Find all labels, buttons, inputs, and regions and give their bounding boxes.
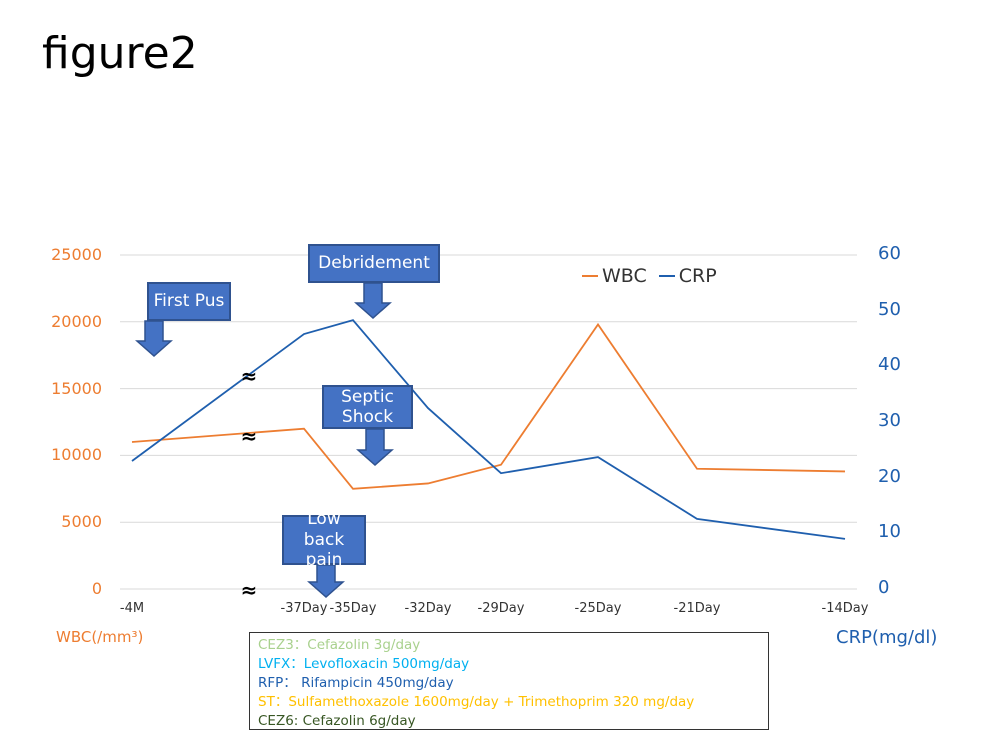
y-tick-left: 0 xyxy=(91,579,102,598)
y-tick-right: 60 xyxy=(878,243,901,264)
x-tick: -32Day xyxy=(404,601,452,616)
axis-break-icon: ≈ xyxy=(240,364,258,388)
y-tick-right: 10 xyxy=(878,521,901,543)
y-tick-right: 20 xyxy=(878,465,901,487)
bar-lvfx-rfp: LVFX + RFP xyxy=(441,173,816,236)
bar-label: CEZ6 + RFP xyxy=(831,187,886,222)
axis-break-icon: ≈ xyxy=(240,578,258,602)
bar-st: ST xyxy=(638,144,901,173)
drug-legend-item: RFP： Rifampicin 450mg/day xyxy=(258,675,454,691)
y-tick-right: 30 xyxy=(878,410,901,431)
callout-label: Low back pain xyxy=(303,509,345,571)
bar-label: CEZ3 xyxy=(172,194,219,215)
series-line-crp xyxy=(131,319,846,540)
y-tick-left: 25000 xyxy=(51,245,102,264)
y-axis-right-label: CRP(mg/dl) xyxy=(836,627,938,648)
y-tick-left: 5000 xyxy=(61,512,102,532)
x-tick: -21Day xyxy=(673,601,721,616)
y-tick-right: 50 xyxy=(878,298,901,320)
callout-label: Debridement xyxy=(318,253,430,274)
bar-label: ST xyxy=(759,148,780,168)
legend-swatch-wbc xyxy=(582,275,598,277)
drug-legend-item: ST：Sulfamethoxazole 1600mg/day + Trimeth… xyxy=(258,694,695,710)
bar-cez6-rfp: CEZ6 + RFP xyxy=(816,173,901,236)
callout-low-back-pain: Low back pain xyxy=(282,509,366,570)
legend-label-wbc: WBC xyxy=(602,265,647,287)
y-tick-left: 15000 xyxy=(51,378,102,398)
bar-label: LVFX + RFP xyxy=(588,196,669,213)
legend: WBC CRP xyxy=(582,265,717,287)
bar-cez3-1: CEZ3 xyxy=(143,173,248,236)
callout-debridement: Debridement xyxy=(308,244,440,283)
drug-legend-item: LVFX：Levofloxacin 500mg/day xyxy=(258,656,470,672)
x-tick: -14Day xyxy=(821,601,869,616)
x-tick: -37Day xyxy=(280,601,328,616)
x-tick: -35Day xyxy=(329,601,377,616)
arrow-down-icon xyxy=(354,282,392,320)
callout-first-pus: First Pus xyxy=(147,282,231,321)
arrow-down-icon xyxy=(135,320,173,358)
y-tick-left: 20000 xyxy=(51,311,102,331)
drug-legend-item: CEZ6: Cefazolin 6g/day xyxy=(258,713,416,729)
arrow-down-icon xyxy=(356,428,394,467)
y-tick-right: 40 xyxy=(878,354,901,376)
y-axis-left-label: WBC(/mm³) xyxy=(56,628,144,646)
y-tick-left: 10000 xyxy=(51,445,102,465)
callout-label: First Pus xyxy=(153,291,225,312)
page-title: figure2 xyxy=(42,28,198,79)
bar-cez3-2: CEZ3 xyxy=(371,173,440,236)
x-tick: -29Day xyxy=(477,601,525,616)
axis-break-icon: ≈ xyxy=(240,424,258,448)
legend-label-crp: CRP xyxy=(678,265,717,287)
x-tick: -4M xyxy=(119,601,145,616)
drug-legend-item: CEZ3：Cefazolin 3g/day xyxy=(258,637,421,653)
legend-swatch-crp xyxy=(658,275,675,277)
callout-septic-shock: Septic Shock xyxy=(322,385,413,429)
arrow-down-icon xyxy=(307,564,345,599)
series-line-wbc xyxy=(131,322,846,490)
y-tick-right: 0 xyxy=(878,577,890,598)
callout-label: Septic Shock xyxy=(341,386,394,427)
bar-label: CEZ3 xyxy=(382,194,429,215)
x-tick: -25Day xyxy=(574,601,622,616)
drug-legend-box: CEZ3：Cefazolin 3g/day LVFX：Levofloxacin … xyxy=(249,632,769,730)
